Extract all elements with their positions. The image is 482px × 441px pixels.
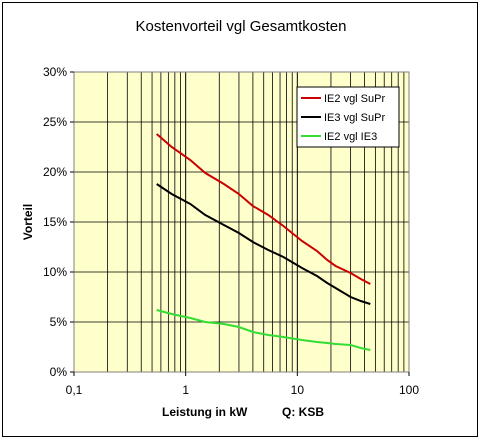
series-lines bbox=[156, 133, 371, 351]
chart-title: Kostenvorteil vgl Gesamtkosten bbox=[135, 18, 347, 35]
x-tick-label: 10 bbox=[291, 383, 305, 397]
y-tick-label: 20% bbox=[43, 165, 67, 179]
series-line bbox=[156, 133, 371, 285]
y-tick-label: 15% bbox=[43, 215, 67, 229]
x-tick-label: 0,1 bbox=[66, 383, 83, 397]
y-tick-label: 0% bbox=[50, 365, 68, 379]
y-tick-label: 5% bbox=[50, 315, 68, 329]
y-tick-label: 30% bbox=[43, 65, 67, 79]
source-note: Q: KSB bbox=[282, 405, 324, 419]
series-line bbox=[156, 309, 371, 351]
grid-lines bbox=[73, 71, 409, 373]
series-line bbox=[156, 183, 371, 305]
y-tick-label: 10% bbox=[43, 265, 67, 279]
y-tick-label: 25% bbox=[43, 115, 67, 129]
x-axis-label: Leistung in kW bbox=[162, 405, 248, 419]
legend-entry: IE2 vgl SuPr bbox=[324, 93, 385, 105]
x-tick-label: 1 bbox=[182, 383, 189, 397]
legend-entry: IE3 vgl SuPr bbox=[324, 112, 385, 124]
legend: IE2 vgl SuPr IE3 vgl SuPr IE2 vgl IE3 bbox=[296, 86, 400, 148]
y-axis-label: Vorteil bbox=[21, 204, 35, 240]
legend-entry: IE2 vgl IE3 bbox=[324, 131, 377, 143]
x-tick-label: 100 bbox=[399, 383, 419, 397]
tick-labels: 0,1 1 10 100 0% 5% 10% 15% 20% 25% 30% bbox=[43, 65, 419, 397]
